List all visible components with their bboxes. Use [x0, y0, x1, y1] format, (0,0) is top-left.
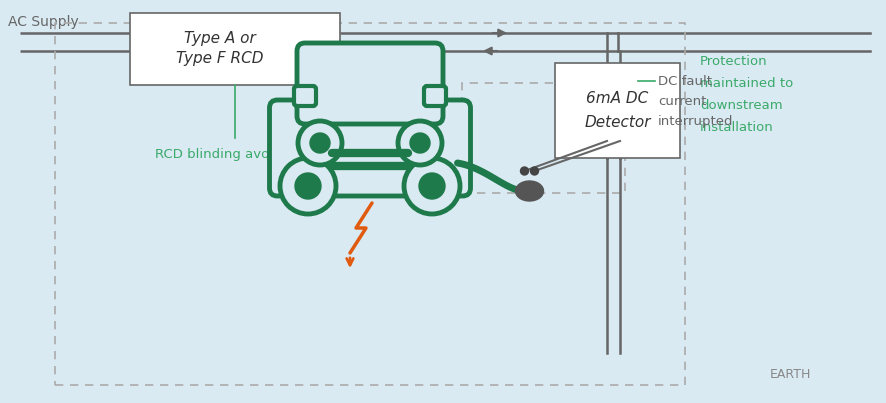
FancyBboxPatch shape: [269, 100, 470, 196]
Ellipse shape: [515, 181, 543, 201]
Text: Protection: Protection: [699, 55, 766, 68]
Circle shape: [530, 167, 538, 175]
Text: Type F RCD: Type F RCD: [176, 52, 263, 66]
Text: DC fault: DC fault: [657, 75, 711, 88]
Text: RCD blinding avoided: RCD blinding avoided: [155, 148, 298, 161]
Bar: [130, 13, 339, 85]
Circle shape: [403, 158, 460, 214]
FancyBboxPatch shape: [297, 43, 442, 124]
Circle shape: [309, 133, 330, 153]
Text: Detector: Detector: [584, 115, 650, 130]
Text: 6mA DC: 6mA DC: [586, 91, 648, 106]
Text: EARTH: EARTH: [768, 368, 810, 381]
Circle shape: [418, 173, 445, 199]
Text: installation: installation: [699, 121, 773, 134]
Circle shape: [295, 173, 321, 199]
FancyBboxPatch shape: [293, 86, 315, 106]
Text: current: current: [657, 95, 705, 108]
Circle shape: [520, 167, 528, 175]
Circle shape: [398, 121, 441, 165]
Circle shape: [409, 133, 430, 153]
Text: AC Supply: AC Supply: [8, 15, 79, 29]
Circle shape: [280, 158, 336, 214]
Text: maintained to: maintained to: [699, 77, 792, 90]
Bar: [555, 63, 680, 158]
Text: interrupted: interrupted: [657, 115, 733, 128]
Text: Type A or: Type A or: [184, 31, 255, 46]
Text: downstream: downstream: [699, 99, 781, 112]
Circle shape: [298, 121, 342, 165]
FancyBboxPatch shape: [424, 86, 446, 106]
